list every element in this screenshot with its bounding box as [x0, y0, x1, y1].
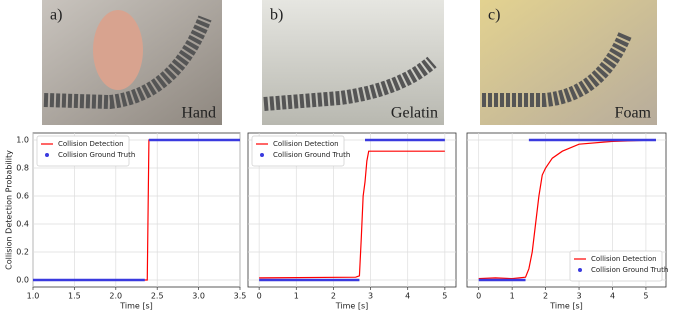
- series-line: [478, 139, 656, 280]
- x-tick-label: 3: [368, 292, 373, 301]
- x-tick-label: 1: [294, 292, 299, 301]
- robot: [43, 15, 212, 110]
- x-tick-label: 2: [331, 292, 336, 301]
- legend-label: Collision Ground Truth: [591, 266, 668, 274]
- x-tick-label: 4: [405, 292, 410, 301]
- series-line: [259, 150, 445, 279]
- legend-label: Collision Ground Truth: [273, 151, 350, 159]
- panel-letter: a): [50, 7, 62, 24]
- legend-label: Collision Detection: [591, 255, 657, 263]
- y-axis-label: Collision Detection Probability: [5, 150, 14, 270]
- series-line: [478, 138, 656, 282]
- robot: [482, 32, 632, 107]
- y-tick-label: 0.0: [16, 276, 29, 285]
- legend: [36, 135, 130, 167]
- x-tick-label: 3: [576, 292, 581, 301]
- y-tick-label: 0.8: [16, 164, 29, 173]
- y-tick-label: 0.6: [16, 192, 29, 201]
- finger: [93, 10, 143, 90]
- x-tick-label: 0: [476, 292, 481, 301]
- legend-label: Collision Detection: [273, 140, 339, 148]
- x-tick-label: 2.5: [151, 292, 164, 301]
- y-tick-label: 0.2: [16, 248, 29, 257]
- y-tick-label: 1.0: [16, 136, 29, 145]
- x-tick-label: 1: [510, 292, 515, 301]
- panel-letter: c): [488, 7, 500, 24]
- legend-swatch: [45, 153, 49, 157]
- x-tick-label: 0: [257, 292, 262, 301]
- x-tick-label: 5: [442, 292, 447, 301]
- y-tick-label: 0.4: [16, 220, 29, 229]
- x-tick-label: 1.0: [27, 292, 40, 301]
- x-tick-label: 3.5: [234, 292, 247, 301]
- legend: [569, 250, 663, 282]
- photo: [262, 0, 444, 125]
- x-axis-label: Time [s]: [119, 302, 153, 311]
- legend: [251, 135, 345, 167]
- series-line: [33, 138, 240, 282]
- x-tick-label: 5: [643, 292, 648, 301]
- x-tick-label: 2.0: [109, 292, 122, 301]
- legend-label: Collision Detection: [58, 140, 124, 148]
- panel-letter: b): [270, 7, 283, 24]
- panel-label: Hand: [181, 105, 216, 122]
- legend-swatch: [260, 153, 264, 157]
- x-axis-label: Time [s]: [549, 302, 583, 311]
- x-axis-label: Time [s]: [335, 302, 369, 311]
- x-tick-label: 4: [610, 292, 615, 301]
- x-tick-label: 3.0: [192, 292, 205, 301]
- x-tick-label: 2: [543, 292, 548, 301]
- legend-label: Collision Ground Truth: [58, 151, 135, 159]
- robot: [263, 56, 437, 111]
- x-tick-label: 1.5: [68, 292, 81, 301]
- legend-swatch: [578, 268, 582, 272]
- series-line: [259, 138, 445, 282]
- panel-label: Foam: [615, 105, 652, 122]
- panel-label: Gelatin: [391, 105, 438, 122]
